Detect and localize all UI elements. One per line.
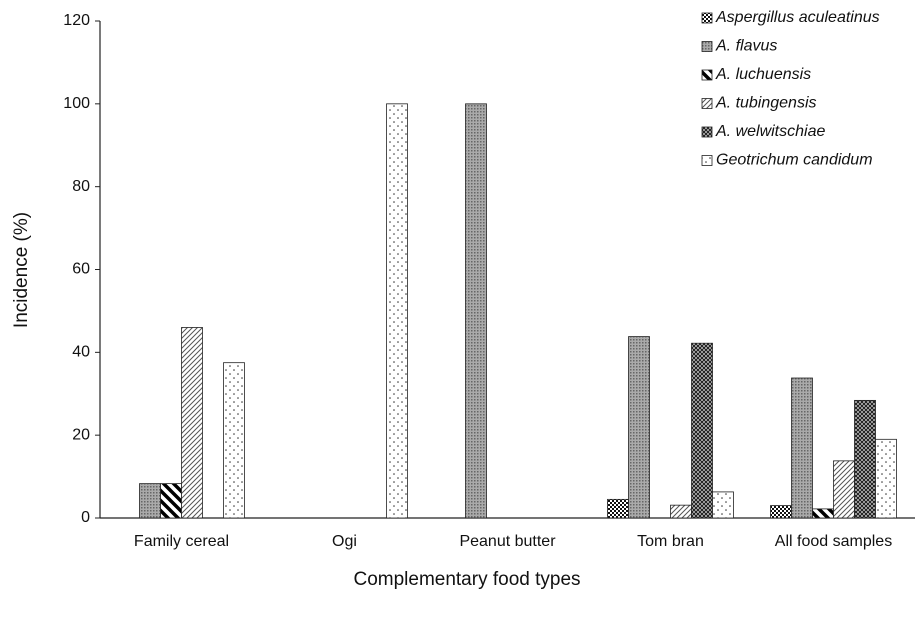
legend-swatch (701, 126, 713, 138)
x-tick-label: Family cereal (134, 533, 229, 550)
bar (223, 362, 245, 519)
bar (854, 399, 876, 519)
bar (791, 377, 813, 519)
bar (712, 491, 734, 519)
bar (628, 336, 650, 519)
bar (160, 483, 182, 519)
bar (386, 103, 408, 519)
bar (770, 505, 792, 519)
legend-swatch (701, 98, 713, 109)
bar (181, 327, 203, 519)
legend-label: Aspergillus aculeatinus (715, 9, 880, 26)
x-tick-label: Peanut butter (459, 533, 556, 550)
y-tick-label: 40 (72, 344, 90, 361)
legend-swatch (701, 12, 713, 24)
legend-label: A. luchuensis (715, 66, 811, 83)
bar (139, 483, 161, 519)
y-tick-label: 100 (63, 95, 90, 112)
y-tick-label: 80 (72, 178, 90, 195)
legend-swatch (701, 155, 713, 166)
legend-swatch (701, 41, 713, 52)
bar (833, 460, 855, 519)
bar (691, 342, 713, 519)
legend-label: A. flavus (715, 38, 777, 55)
y-axis-label: Incidence (%) (11, 212, 32, 328)
y-tick-label: 60 (72, 261, 90, 278)
legend-label: A. tubingensis (715, 95, 817, 112)
x-tick-label: Ogi (332, 533, 357, 550)
y-tick-label: 0 (81, 509, 90, 526)
bar (607, 498, 629, 519)
x-tick-label: All food samples (775, 533, 892, 550)
y-tick-label: 20 (72, 426, 90, 443)
bar (812, 508, 834, 519)
x-axis-label: Complementary food types (353, 569, 580, 590)
bar (465, 103, 487, 519)
legend-swatch (701, 69, 713, 81)
bar (670, 504, 692, 519)
bar (875, 438, 897, 519)
legend-label: A. welwitschiae (715, 123, 825, 140)
y-tick-label: 120 (63, 12, 90, 29)
x-tick-label: Tom bran (637, 533, 704, 550)
legend-label: Geotrichum candidum (716, 152, 873, 169)
